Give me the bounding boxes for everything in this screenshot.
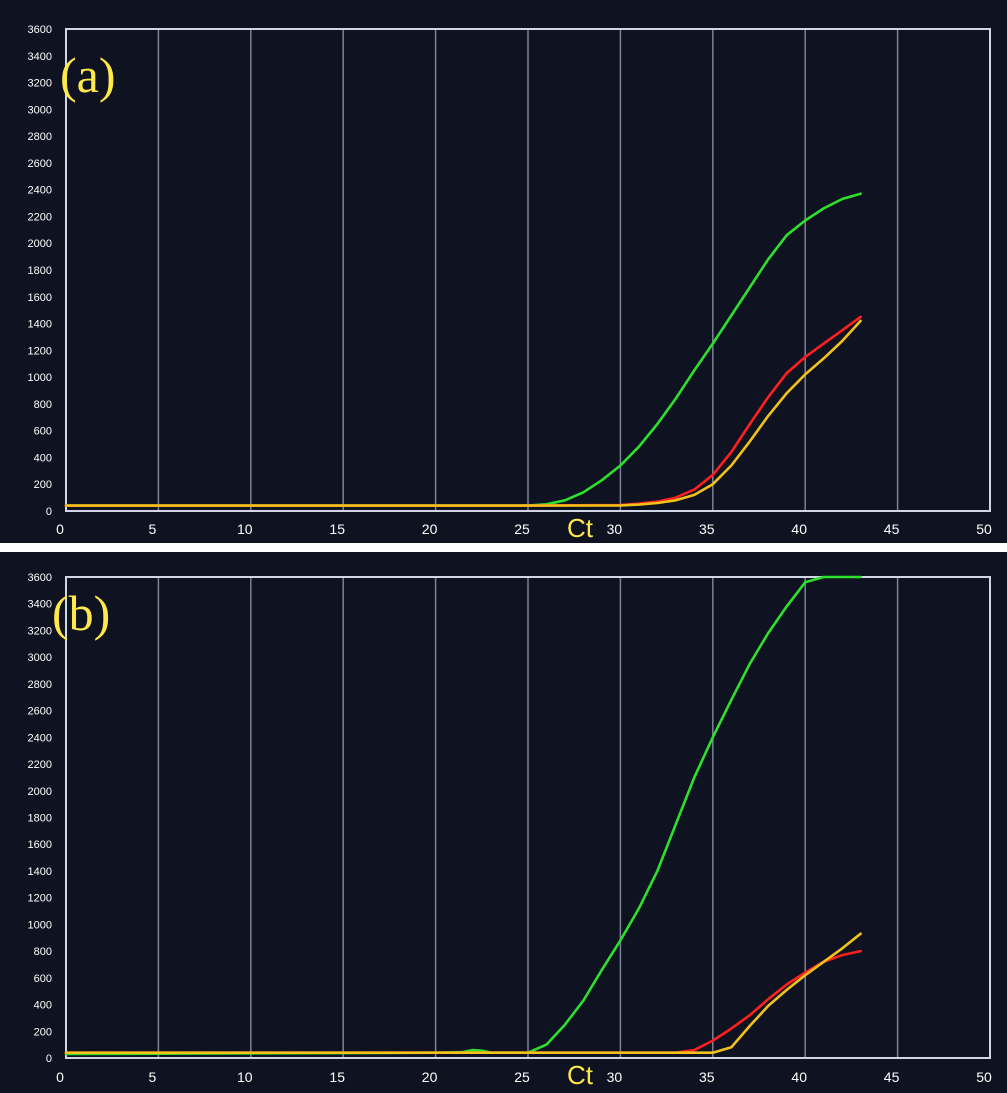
chart-b: 0200400600800100012001400160018002000220… xyxy=(28,572,992,1090)
y-tick-label: 800 xyxy=(34,399,52,411)
x-tick-label: 15 xyxy=(329,1069,345,1085)
series-line-1 xyxy=(64,575,862,1056)
y-tick-label: 400 xyxy=(34,452,52,464)
y-tick-label: 3600 xyxy=(28,572,52,584)
x-tick-label: 0 xyxy=(56,521,64,537)
y-tick-label: 3000 xyxy=(28,104,52,116)
x-tick-label: 45 xyxy=(884,521,900,537)
x-tick-label: 50 xyxy=(976,521,992,537)
x-axis-label: Ct xyxy=(567,1060,594,1090)
y-tick-label: 200 xyxy=(34,479,52,491)
x-tick-label: 20 xyxy=(422,521,438,537)
plot-frame xyxy=(65,576,991,1059)
series-line-1 xyxy=(64,192,862,507)
x-tick-label: 0 xyxy=(56,1069,64,1085)
x-tick-label: 5 xyxy=(149,1069,157,1085)
plot-frame xyxy=(65,28,991,512)
y-tick-label: 1200 xyxy=(28,893,52,905)
y-tick-label: 3000 xyxy=(28,652,52,664)
y-tick-label: 1600 xyxy=(28,839,52,851)
x-tick-label: 20 xyxy=(422,1069,438,1085)
x-tick-label: 10 xyxy=(237,1069,253,1085)
chart-panel-a: 0 200 400 600 800 1000 1200 1400 1600 1800 2000 220… xyxy=(0,0,1007,543)
y-tick-label: 2800 xyxy=(28,679,52,691)
series-line-2 xyxy=(64,315,862,507)
chart-panel-b: 0 200 400 600 800 1000 1200 1400 1600 1800 2000 220… xyxy=(0,552,1007,1093)
y-tick-label: 0 xyxy=(46,506,52,518)
y-tick-label: 1000 xyxy=(28,372,52,384)
y-tick-label: 2200 xyxy=(28,211,52,223)
y-tick-label: 2600 xyxy=(28,706,52,718)
y-tick-label: 1400 xyxy=(28,319,52,331)
y-tick-label: 3600 xyxy=(28,24,52,36)
x-tick-label: 40 xyxy=(791,1069,807,1085)
y-tick-label: 600 xyxy=(34,426,52,438)
y-tick-label: 2000 xyxy=(28,238,52,250)
y-tick-label: 2200 xyxy=(28,759,52,771)
series-line-3 xyxy=(64,932,862,1054)
y-tick-label: 200 xyxy=(34,1026,52,1038)
y-tick-label: 0 xyxy=(46,1053,52,1065)
y-tick-label: 400 xyxy=(34,1000,52,1012)
y-tick-label: 1800 xyxy=(28,265,52,277)
y-tick-label: 2600 xyxy=(28,158,52,170)
y-tick-label: 1800 xyxy=(28,813,52,825)
y-tick-label: 1600 xyxy=(28,292,52,304)
x-tick-label: 15 xyxy=(329,521,345,537)
x-tick-label: 25 xyxy=(514,521,530,537)
x-axis-label: Ct xyxy=(567,513,594,543)
series-line-3 xyxy=(64,319,862,507)
y-tick-label: 2400 xyxy=(28,732,52,744)
panel-label: (a) xyxy=(60,47,116,103)
x-tick-label: 5 xyxy=(149,521,157,537)
y-tick-label: 1400 xyxy=(28,866,52,878)
y-tick-label: 1000 xyxy=(28,919,52,931)
x-tick-label: 50 xyxy=(976,1069,992,1085)
x-tick-label: 35 xyxy=(699,521,715,537)
y-tick-label: 3200 xyxy=(28,78,52,90)
y-tick-label: 2000 xyxy=(28,786,52,798)
y-tick-label: 3400 xyxy=(28,599,52,611)
y-tick-label: 3400 xyxy=(28,51,52,63)
y-tick-label: 1200 xyxy=(28,345,52,357)
y-tick-label: 2400 xyxy=(28,185,52,197)
x-tick-label: 35 xyxy=(699,1069,715,1085)
y-tick-label: 600 xyxy=(34,973,52,985)
x-tick-label: 30 xyxy=(607,521,623,537)
x-tick-label: 30 xyxy=(607,1069,623,1085)
y-tick-label: 2800 xyxy=(28,131,52,143)
x-tick-label: 45 xyxy=(884,1069,900,1085)
x-tick-label: 25 xyxy=(514,1069,530,1085)
panel-label: (b) xyxy=(52,585,110,641)
y-tick-label: 3200 xyxy=(28,625,52,637)
chart-a: 0200400600800100012001400160018002000220… xyxy=(28,24,992,543)
y-tick-label: 800 xyxy=(34,946,52,958)
x-tick-label: 10 xyxy=(237,521,253,537)
x-tick-label: 40 xyxy=(791,521,807,537)
